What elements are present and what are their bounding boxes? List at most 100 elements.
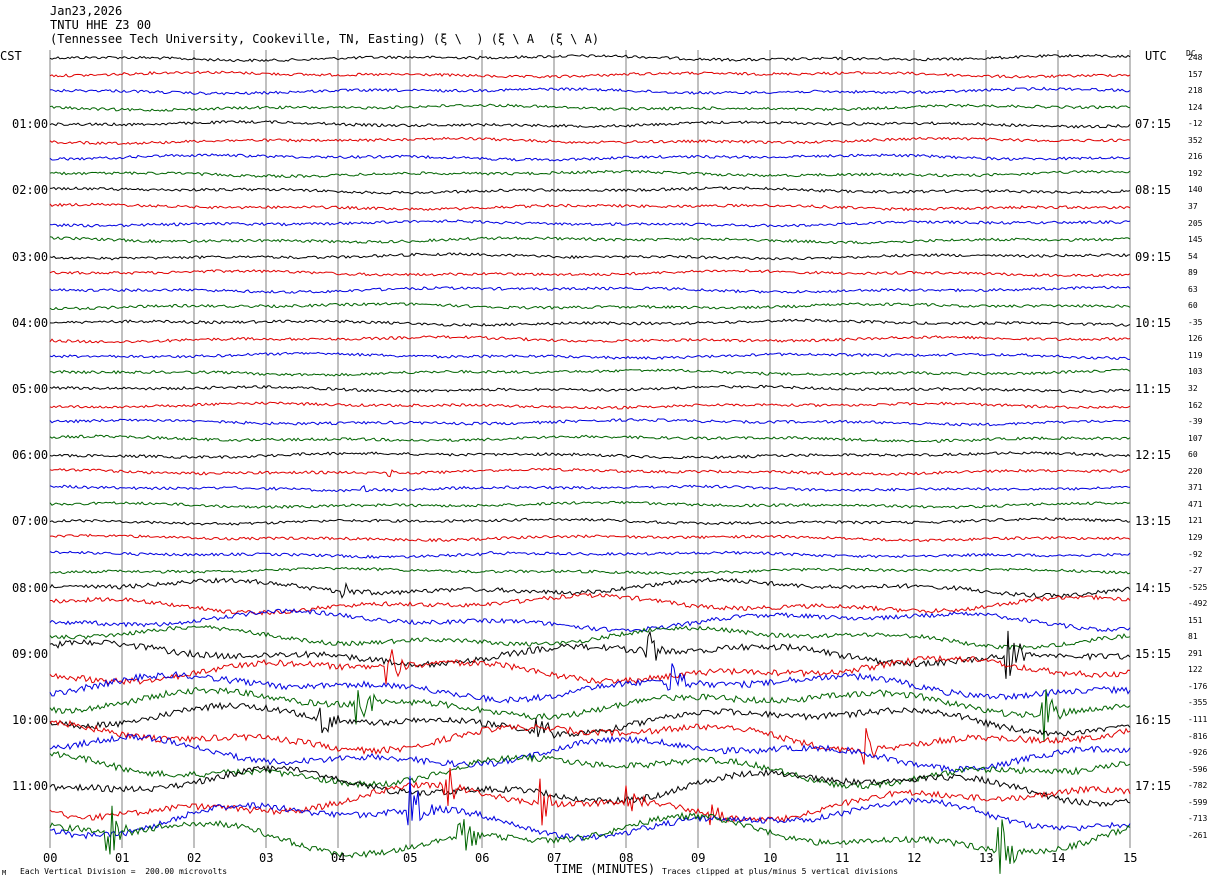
x-tick-label: 06 <box>475 851 490 865</box>
utc-time-label: 09:15 <box>1135 249 1172 264</box>
x-tick-label: 03 <box>259 851 274 865</box>
dc-offset-label: 124 <box>1188 102 1203 112</box>
station-code: TNTU HHE Z3 00 <box>50 18 152 32</box>
trace-line <box>49 764 1131 808</box>
trace-line <box>49 686 1131 742</box>
trace-line <box>49 86 1131 96</box>
trace-line <box>49 434 1131 443</box>
trace-line <box>49 186 1131 195</box>
trace-line <box>49 550 1131 559</box>
x-tick-label: 00 <box>43 851 58 865</box>
trace-line <box>49 517 1131 526</box>
dc-offset-label: 157 <box>1188 69 1203 79</box>
trace-line <box>49 624 1131 651</box>
x-tick-label: 13 <box>979 851 994 865</box>
trace-line <box>49 202 1131 212</box>
utc-time-label: 15:15 <box>1135 646 1172 661</box>
utc-time-label: 07:15 <box>1135 117 1172 132</box>
dc-offset-label: 32 <box>1188 384 1198 393</box>
trace-line <box>49 467 1131 478</box>
dc-offset-label: 122 <box>1188 665 1203 675</box>
dc-offset-label: 291 <box>1188 648 1203 658</box>
dc-offset-label: 54 <box>1188 251 1198 261</box>
dc-offset-label: 205 <box>1188 218 1203 228</box>
x-tick-label: 12 <box>907 851 922 865</box>
trace-line <box>49 484 1131 493</box>
x-tick-label: 10 <box>763 851 778 865</box>
trace-line <box>49 119 1131 129</box>
dc-offset-label: 216 <box>1188 152 1203 162</box>
dc-offset-label: 37 <box>1188 201 1198 211</box>
trace-line <box>49 269 1131 278</box>
dc-offset-label: -35 <box>1188 317 1203 327</box>
dc-offset-label: 121 <box>1188 516 1203 526</box>
dc-offset-label: 371 <box>1188 483 1203 493</box>
utc-time-label: 16:15 <box>1135 713 1172 727</box>
trace-line <box>49 351 1130 360</box>
dc-offset-label: 63 <box>1188 284 1198 294</box>
utc-time-label: 10:15 <box>1135 315 1172 330</box>
dc-offset-label: 81 <box>1188 632 1198 642</box>
trace-line <box>49 577 1131 599</box>
trace-line <box>49 767 1131 826</box>
dc-offset-label: 471 <box>1188 499 1203 509</box>
dc-offset-label: 145 <box>1188 235 1203 245</box>
trace-line <box>49 236 1131 245</box>
cst-time-label: 07:00 <box>12 514 49 529</box>
trace-line <box>49 500 1131 509</box>
trace-line <box>49 302 1131 311</box>
dc-offset-label: -176 <box>1188 681 1208 691</box>
x-tick-label: 04 <box>331 851 346 865</box>
x-tick-label: 02 <box>187 851 202 865</box>
trace-line <box>49 733 1131 773</box>
scale-note: Each Vertical Division = 200.00 microvol… <box>20 867 228 876</box>
x-tick-label: 15 <box>1123 851 1138 865</box>
dc-offset-label: 60 <box>1188 450 1198 460</box>
x-tick-label: 09 <box>691 851 706 865</box>
trace-line <box>49 153 1131 162</box>
trace-line <box>49 318 1131 327</box>
trace-line <box>49 566 1131 576</box>
trace-line <box>50 368 1131 377</box>
trace-line <box>49 719 1131 765</box>
utc-time-label: 14:15 <box>1135 580 1172 595</box>
x-tick-label: 05 <box>403 851 418 865</box>
station-location: (Tennessee Tech University, Cookeville, … <box>50 32 600 46</box>
cst-time-label: 09:00 <box>12 646 49 661</box>
dc-offset-label: -111 <box>1188 715 1208 724</box>
trace-line <box>50 775 1131 842</box>
trace-line <box>49 285 1131 294</box>
trace-line <box>49 53 1131 63</box>
utc-time-label: 12:15 <box>1135 448 1172 463</box>
dc-offset-label: 119 <box>1188 350 1203 360</box>
trace-line <box>49 701 1131 740</box>
cst-time-label: 03:00 <box>12 249 49 264</box>
cst-time-label: 10:00 <box>12 713 49 727</box>
dc-offset-label: -261 <box>1188 830 1208 840</box>
dc-offset-label: -92 <box>1188 549 1203 559</box>
dc-offset-label: 107 <box>1188 433 1203 443</box>
dc-offset-label: -713 <box>1188 814 1208 824</box>
x-tick-label: 07 <box>547 851 562 865</box>
trace-line <box>49 103 1131 112</box>
trace-line <box>49 533 1131 543</box>
trace-line <box>49 401 1131 410</box>
x-tick-label: 08 <box>619 851 634 865</box>
dc-offset-label: 60 <box>1188 301 1198 311</box>
trace-line <box>49 252 1131 261</box>
trace-line <box>49 70 1131 79</box>
cst-time-label: 01:00 <box>12 117 49 132</box>
trace-line <box>50 592 1131 616</box>
footer-mark: M <box>2 869 7 877</box>
trace-line <box>49 384 1131 394</box>
dc-offset-label: 103 <box>1188 367 1203 377</box>
utc-time-label: 08:15 <box>1135 183 1172 198</box>
utc-time-label: 11:15 <box>1135 382 1172 396</box>
dc-offset-label: -926 <box>1188 748 1208 758</box>
dc-offset-label: -355 <box>1188 698 1208 708</box>
cst-time-label: 08:00 <box>12 580 49 595</box>
trace-line <box>49 418 1131 427</box>
cst-time-label: 02:00 <box>12 183 49 198</box>
dc-offset-label: -599 <box>1188 797 1208 807</box>
left-timezone-label: CST <box>0 49 22 63</box>
